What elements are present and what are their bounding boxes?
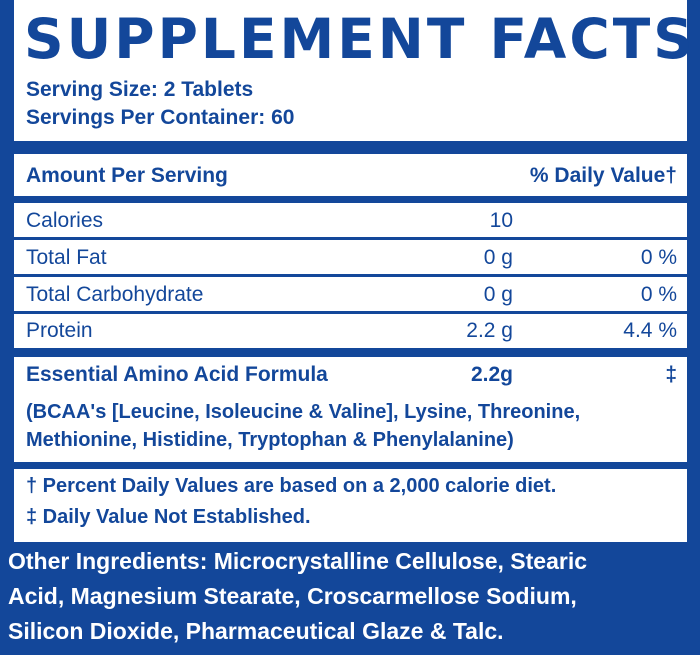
daily-value-label: % Daily Value† <box>529 164 677 187</box>
nutrient-daily-value: 0 % <box>640 246 677 269</box>
thick-divider <box>14 141 687 154</box>
other-ingredients-line: Silicon Dioxide, Pharmaceutical Glaze & … <box>8 618 504 644</box>
formula-details: Methionine, Histidine, Tryptophan & Phen… <box>26 429 514 451</box>
thick-divider <box>14 348 687 357</box>
formula-label: Essential Amino Acid Formula <box>26 363 328 386</box>
formula-amount: 2.2g <box>470 363 513 386</box>
row-divider <box>14 237 687 240</box>
supplement-facts-panel: SUPPLEMENT FACTS Serving Size: 2 Tablets… <box>8 0 693 542</box>
footnote-not-established: ‡ Daily Value Not Established. <box>26 506 311 528</box>
other-ingredients-line: Acid, Magnesium Stearate, Croscarmellose… <box>8 583 577 609</box>
footnote-daily-value: † Percent Daily Values are based on a 2,… <box>26 475 557 497</box>
row-divider <box>14 274 687 277</box>
medium-divider <box>14 462 687 469</box>
formula-daily-value: ‡ <box>665 363 677 386</box>
nutrient-daily-value: 4.4 % <box>623 319 677 342</box>
other-ingredients-line: Other Ingredients: Microcrystalline Cell… <box>8 548 588 574</box>
nutrient-label: Calories <box>26 209 104 232</box>
nutrient-label: Total Fat <box>26 246 107 269</box>
nutrient-amount: 0 g <box>483 246 513 269</box>
row-divider <box>14 311 687 314</box>
nutrient-amount: 2.2 g <box>466 319 513 342</box>
nutrient-daily-value: 0 % <box>640 283 677 306</box>
servings-per-container: Servings Per Container: 60 <box>26 106 295 129</box>
other-ingredients: Other Ingredients: Microcrystalline Cell… <box>8 544 693 649</box>
nutrient-amount: 10 <box>489 209 513 232</box>
formula-details: (BCAA's [Leucine, Isoleucine & Valine], … <box>26 401 581 423</box>
serving-size: Serving Size: 2 Tablets <box>26 78 254 101</box>
nutrient-label: Total Carbohydrate <box>26 283 204 306</box>
medium-divider <box>14 196 687 203</box>
panel-title: SUPPLEMENT FACTS <box>24 7 696 71</box>
amount-per-serving-label: Amount Per Serving <box>26 164 228 187</box>
nutrient-label: Protein <box>26 319 93 342</box>
nutrient-amount: 0 g <box>483 283 513 306</box>
